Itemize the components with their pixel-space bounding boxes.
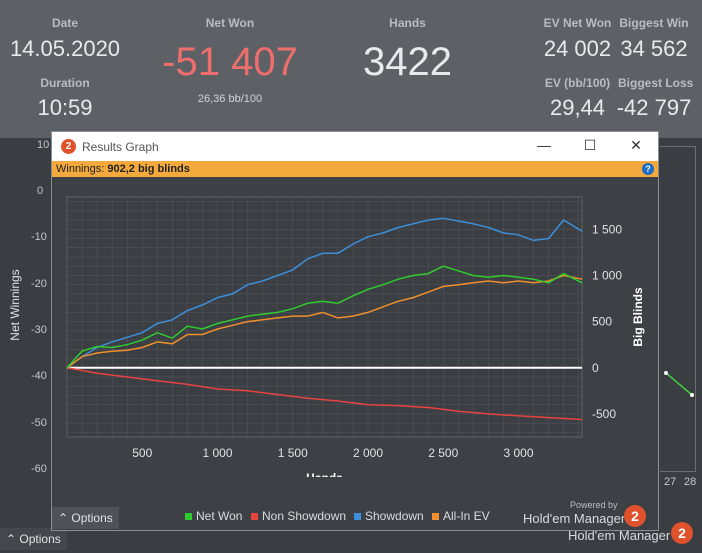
legend-swatch: [432, 513, 439, 521]
date-value: 14.05.2020: [9, 36, 121, 61]
biggest-loss-value: -42 797: [616, 95, 692, 120]
results-graph-window: 2 Results Graph — ☐ ✕ Winnings: 902,2 bi…: [51, 131, 659, 531]
close-icon[interactable]: ✕: [630, 137, 642, 153]
bg-line-segment: [664, 371, 694, 397]
chevron-up-icon: ⌃: [6, 532, 17, 546]
bg-brand-text: Hold'em Manager: [568, 528, 671, 543]
bg-options-button[interactable]: ⌃ Options: [0, 528, 67, 550]
left-axis-title: Net Winnings: [8, 269, 22, 340]
legend-net-won: Net Won: [185, 509, 242, 523]
winnings-bar: Winnings: 902,2 big blinds ?: [52, 161, 658, 177]
bg-x-tick: 28: [684, 476, 697, 488]
left-axis-label: Net Winnings: [8, 269, 22, 340]
powered-by-text: Powered by: [570, 500, 618, 510]
x-tick-label: 1 000: [202, 446, 232, 460]
bg-chart-frame: [660, 146, 696, 472]
ev-bb-value: 29,44: [549, 95, 606, 120]
legend-all-in-ev: All-In EV: [432, 509, 490, 523]
biggest-win-label: Biggest Win: [619, 16, 689, 30]
legend-non-showdown: Non Showdown: [251, 509, 346, 523]
net-won-label: Net Won: [205, 16, 255, 30]
y-tick-label: 0: [592, 361, 599, 375]
chevron-up-icon: ⌃: [58, 511, 69, 525]
bg-y-tick: -40: [31, 370, 47, 382]
y-tick-label: 1 500: [592, 222, 622, 236]
bg-y-tick: -30: [31, 324, 47, 336]
plot-area: [66, 196, 583, 438]
window-title: Results Graph: [82, 140, 159, 154]
biggest-win-value: 34 562: [620, 36, 688, 61]
bg-y-tick: -20: [31, 278, 47, 290]
brand-text: Hold'em Manager: [523, 511, 626, 526]
y-tick-label: 1 000: [592, 268, 622, 282]
y-tick-label: 500: [592, 315, 612, 329]
bg-y-tick: -60: [31, 463, 47, 475]
y-tick-label: -500: [592, 407, 616, 421]
series-line-non-showdown: [66, 367, 583, 421]
bg-y-tick: 10: [37, 139, 50, 151]
x-tick-label: 2 000: [353, 446, 383, 460]
app-logo-icon: 2: [61, 139, 76, 154]
help-icon[interactable]: ?: [642, 163, 654, 175]
bg-y-tick: 0: [37, 185, 44, 197]
y-axis-label-right: Big Blinds: [631, 287, 645, 347]
minimize-icon[interactable]: —: [537, 137, 551, 153]
bg-y-tick: -50: [31, 417, 47, 429]
bg-x-tick: 27: [664, 476, 677, 488]
brand-logo-icon: 2: [624, 505, 646, 527]
net-won-value: -51 407: [162, 40, 298, 84]
duration-label: Duration: [40, 76, 90, 90]
series-line-net-won: [66, 265, 583, 369]
x-tick-label: 500: [132, 446, 152, 460]
x-tick-label: 1 500: [278, 446, 308, 460]
legend-showdown: Showdown: [354, 509, 424, 523]
legend-swatch: [185, 513, 192, 521]
stats-panel: Date 14.05.2020 Duration 10:59 Net Won -…: [0, 0, 702, 138]
winnings-label: Winnings:: [56, 163, 105, 175]
maximize-icon[interactable]: ☐: [583, 137, 597, 153]
ev-net-won-value: 24 002: [543, 36, 612, 61]
net-won-bb: 26,36 bb/100: [197, 93, 263, 105]
x-tick-label: 2 500: [428, 446, 458, 460]
legend-swatch: [251, 513, 258, 521]
duration-value: 10:59: [37, 95, 93, 120]
ev-net-won-label: EV Net Won: [543, 16, 612, 30]
window-titlebar[interactable]: 2 Results Graph — ☐ ✕: [52, 132, 658, 161]
biggest-loss-label: Biggest Loss: [618, 76, 694, 90]
legend-swatch: [354, 513, 361, 521]
results-chart: 500 1 000 1 500 2 000 2 500 3 000 -500 0 500 1 00…: [66, 196, 645, 477]
winnings-value: 902,2 big blinds: [107, 163, 190, 175]
series-line-showdown: [66, 217, 583, 369]
date-label: Date: [51, 16, 78, 30]
series-line-all-in-ev: [66, 274, 583, 369]
bg-brand-logo-icon: 2: [671, 522, 693, 544]
hands-value: 3422: [363, 40, 452, 84]
bg-y-tick: -10: [31, 231, 47, 243]
options-button[interactable]: ⌃ Options: [52, 507, 119, 529]
ev-bb-label: EV (bb/100): [544, 76, 611, 90]
x-tick-label: 3 000: [503, 446, 533, 460]
x-axis-label: Hands: [306, 471, 343, 477]
hands-label: Hands: [389, 16, 426, 30]
